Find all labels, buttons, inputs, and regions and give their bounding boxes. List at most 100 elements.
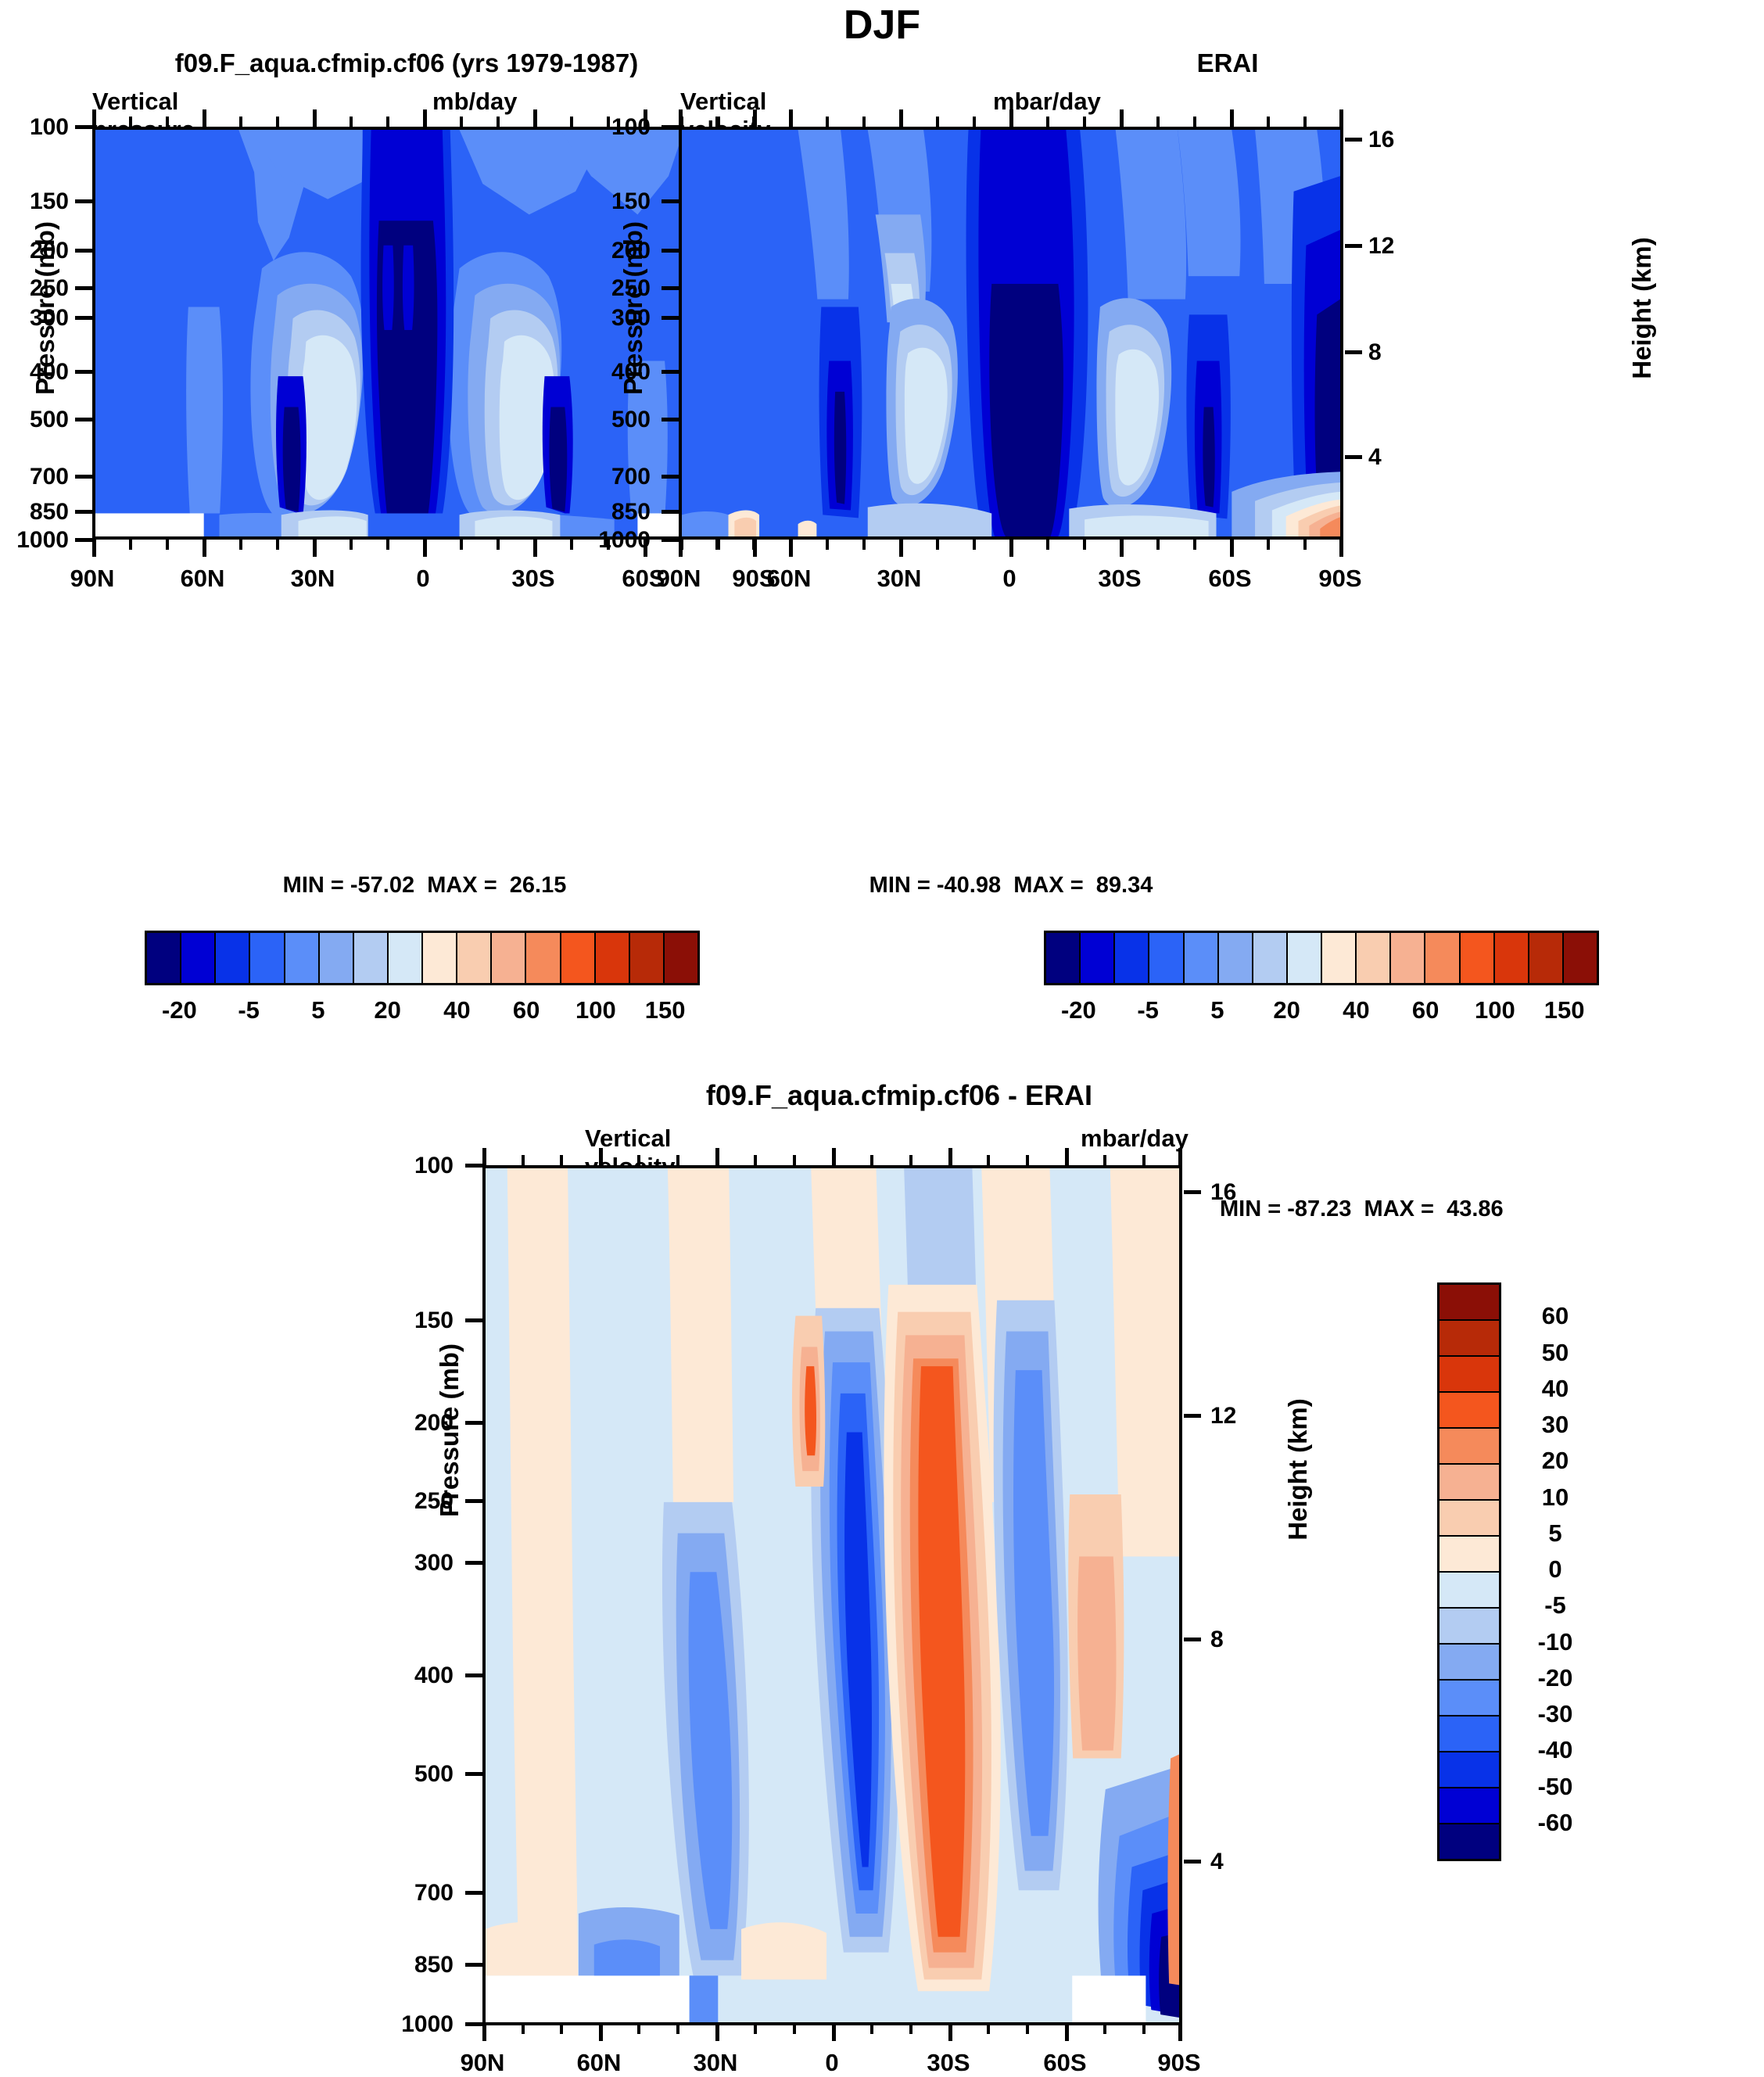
tick-minor <box>460 540 463 550</box>
tick-minor <box>676 2024 679 2034</box>
tick-major <box>832 2024 836 2041</box>
colorbar-cell <box>1081 933 1116 983</box>
tick-major <box>482 2024 486 2041</box>
tick-minor <box>1083 117 1086 127</box>
tick-major <box>1178 2024 1182 2041</box>
panel-diff-xtick: 30N <box>693 2049 738 2076</box>
tick-major <box>1178 1148 1182 1165</box>
panel-model-ytick: 1000 <box>16 527 69 553</box>
tick-minor <box>793 2024 796 2034</box>
tick-minor <box>1026 1155 1029 1165</box>
panel-diff-ytick: 250 <box>414 1488 454 1514</box>
panel-model-xtick: 90S <box>732 565 776 592</box>
panel-diff-xtick: 60N <box>576 2049 622 2076</box>
tick-minor <box>870 2024 873 2034</box>
tick-major <box>75 370 92 374</box>
panel-diff-height-tick: 16 <box>1210 1179 1237 1205</box>
tick-minor <box>350 117 353 127</box>
colorbar-cell <box>423 933 458 983</box>
panel-diff-units-label: mbar/day <box>1081 1125 1189 1152</box>
colorbar-tick-label: 60 <box>512 996 540 1024</box>
tick-major <box>1184 1190 1201 1194</box>
tick-major <box>75 249 92 253</box>
tick-major <box>662 418 679 421</box>
tick-minor <box>386 117 389 127</box>
panel-erai-ytick: 850 <box>611 499 651 525</box>
tick-major <box>1009 109 1013 127</box>
tick-minor <box>1083 540 1086 550</box>
colorbar-cell <box>1494 933 1529 983</box>
colorbar-cell <box>1440 1465 1499 1501</box>
tick-minor <box>1193 540 1196 550</box>
colorbar-cell <box>1440 1645 1499 1681</box>
colorbar-cell <box>664 933 697 983</box>
tick-major <box>1065 1148 1069 1165</box>
colorbar-cell <box>1440 1393 1499 1429</box>
tick-major <box>465 1318 482 1322</box>
tick-minor <box>973 117 976 127</box>
panel-model-ytick: 400 <box>29 359 69 385</box>
tick-minor <box>936 540 939 550</box>
tick-minor <box>717 540 720 550</box>
colorbar-cell <box>1440 1788 1499 1824</box>
colorbar-tick-label: 5 <box>1548 1519 1562 1547</box>
colorbar-tick-label: -30 <box>1537 1700 1573 1727</box>
tick-minor <box>637 2024 640 2034</box>
colorbar-cell <box>1322 933 1357 983</box>
colorbar-cell <box>526 933 561 983</box>
panel-diff-ytick: 200 <box>414 1410 454 1436</box>
colorbar-cell <box>1440 1537 1499 1573</box>
panel-diff-ytick: 1000 <box>401 2011 454 2037</box>
colorbar-tick-label: 100 <box>575 996 616 1024</box>
colorbar-cell <box>250 933 285 983</box>
tick-minor <box>987 1155 990 1165</box>
colorbar-tick-label: 60 <box>1541 1302 1569 1330</box>
panel-model-ytick: 850 <box>29 499 69 525</box>
panel-erai-ytick: 500 <box>611 407 651 432</box>
panel-model-ytick: 150 <box>29 188 69 214</box>
colorbar-cell <box>457 933 493 983</box>
tick-major <box>1339 540 1343 557</box>
tick-major <box>899 109 903 127</box>
panel-model-xtick: 30S <box>511 565 555 592</box>
panel-diff-xtick: 30S <box>927 2049 970 2076</box>
tick-minor <box>129 117 132 127</box>
colorbar-tick-label: 100 <box>1475 996 1515 1024</box>
tick-major <box>662 125 679 129</box>
colorbar-cell <box>492 933 527 983</box>
colorbar-cell <box>1440 1824 1499 1859</box>
tick-minor <box>129 540 132 550</box>
tick-major <box>1120 109 1124 127</box>
colorbar-cell <box>1357 933 1392 983</box>
colorbar-tick-label: -20 <box>161 996 197 1024</box>
tick-minor <box>715 117 719 127</box>
panel-erai-xtick: 90N <box>656 565 701 592</box>
tick-major <box>465 1164 482 1168</box>
tick-major <box>1345 138 1362 142</box>
tick-minor <box>497 540 500 550</box>
tick-minor <box>870 1155 873 1165</box>
tick-major <box>465 1561 482 1565</box>
panel-model-units-label: mb/day <box>432 88 518 115</box>
tick-minor <box>909 2024 912 2034</box>
tick-minor <box>752 540 755 550</box>
tick-major <box>662 316 679 320</box>
colorbar-tick-label: 150 <box>1544 996 1585 1024</box>
panel-model-minmax: MIN = -57.02 MAX = 26.15 <box>282 873 567 898</box>
tick-minor <box>1103 2024 1106 2034</box>
panel-diff-ytick: 100 <box>414 1153 454 1178</box>
tick-major <box>75 418 92 421</box>
panel-erai-colorbar <box>1044 931 1599 985</box>
tick-minor <box>1142 2024 1146 2034</box>
tick-minor <box>1046 540 1049 550</box>
tick-major <box>948 1148 952 1165</box>
panel-erai-minmax: MIN = -40.98 MAX = 89.34 <box>869 873 1153 898</box>
tick-major <box>1184 1860 1201 1864</box>
tick-minor <box>460 117 463 127</box>
panel-erai-xtick: 90S <box>1318 565 1362 592</box>
tick-major <box>533 540 537 557</box>
colorbar-tick-label: -10 <box>1537 1627 1573 1656</box>
panel-erai-xtick: 0 <box>1002 565 1016 592</box>
panel-model-xtick: 0 <box>416 565 430 592</box>
panel-diff-ytick: 500 <box>414 1761 454 1787</box>
